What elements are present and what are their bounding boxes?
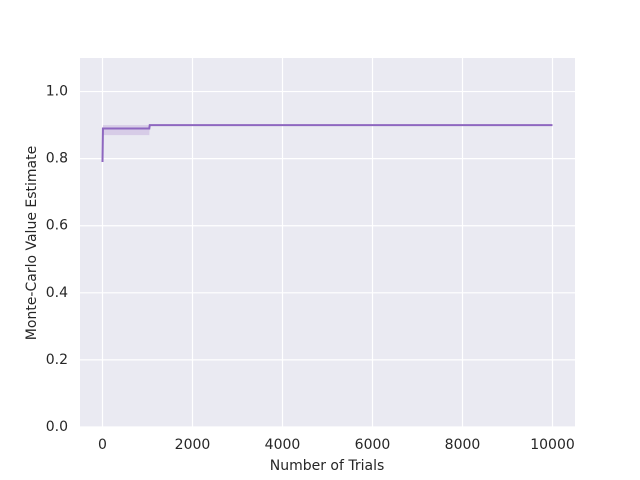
y-tick-label: 0.0 (46, 419, 68, 435)
x-tick-label: 10000 (530, 437, 575, 453)
y-tick-label: 0.4 (46, 285, 68, 301)
y-tick-label: 0.8 (46, 151, 68, 167)
x-tick-label: 6000 (355, 437, 391, 453)
y-tick-label: 0.6 (46, 218, 68, 234)
x-axis-label: Number of Trials (270, 458, 385, 474)
x-tick-label: 0 (98, 437, 107, 453)
y-axis-label: Monte-Carlo Value Estimate (24, 146, 40, 340)
x-tick-label: 8000 (445, 437, 481, 453)
x-tick-label: 4000 (265, 437, 301, 453)
y-tick-label: 0.2 (46, 352, 68, 368)
x-tick-label: 2000 (175, 437, 211, 453)
plot-area (80, 58, 575, 427)
y-tick-label: 1.0 (46, 84, 68, 100)
line (101, 124, 553, 163)
